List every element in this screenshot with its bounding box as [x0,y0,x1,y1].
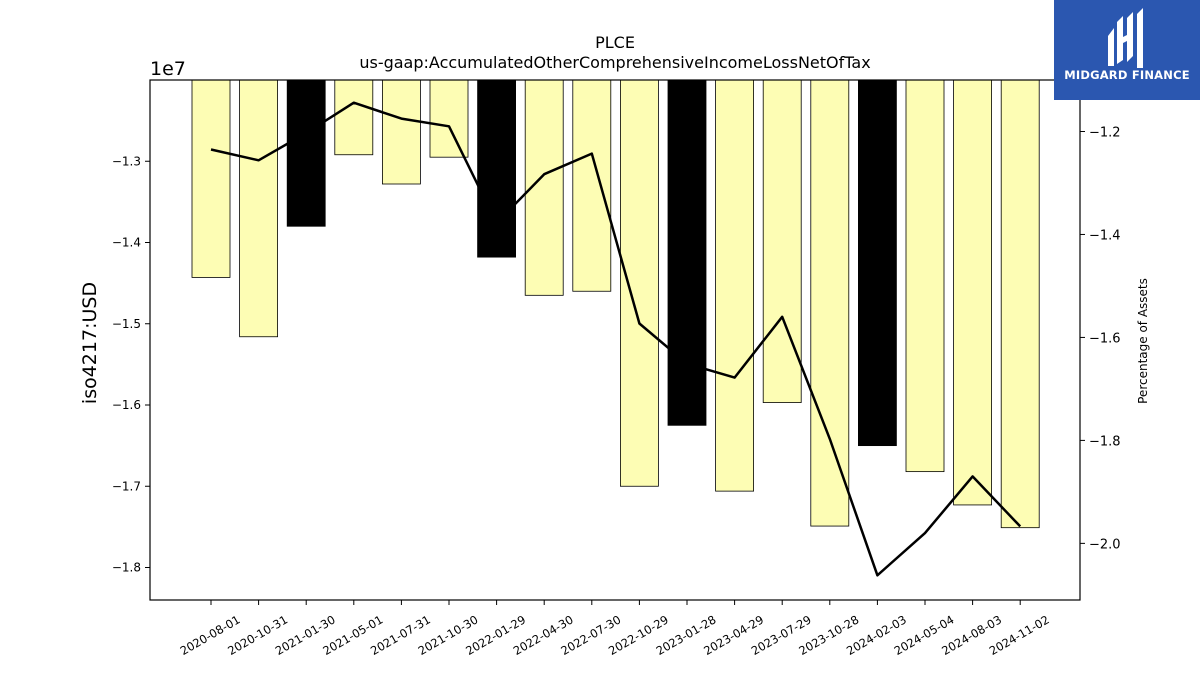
bar-2024-11-02 [1000,79,1040,529]
percentage-line [210,101,1022,577]
logo: MIDGARD FINANCE [1054,0,1200,100]
y-tick-label: −1.4 [112,236,141,250]
y2-axis-label: Percentage of Assets [1136,278,1150,404]
logo-mark-icon [1108,8,1143,68]
y2-tick-label: −2.0 [1089,537,1121,552]
bar-2022-01-29 [477,79,517,258]
percentage-line-path [210,101,1022,577]
y-tick-label: −1.8 [112,561,141,575]
bar-2022-10-29 [620,79,659,487]
bar-2023-10-28 [810,79,850,527]
y-tick-label: −1.6 [112,398,141,412]
y2-tick-label: −1.8 [1089,434,1121,449]
bar-2024-08-03 [953,79,992,506]
bar-2024-05-04 [905,79,945,473]
bar-2021-10-30 [429,79,469,158]
chart-subtitle: us-gaap:AccumulatedOtherComprehensiveInc… [359,53,870,72]
bars [191,79,1040,529]
y2-tick-label: −1.6 [1089,331,1121,346]
y-tick-label: −1.3 [112,154,141,168]
y-tick-label: −1.5 [112,317,141,331]
chart-title: PLCE [595,33,635,52]
bar-2022-07-30 [572,79,612,292]
plot-frame [149,79,1081,601]
y-offset-label: 1e7 [150,58,186,80]
y-tick-label: −1.7 [112,479,141,493]
bar-2020-10-31 [239,79,279,338]
logo-text: MIDGARD FINANCE [1064,68,1190,82]
bar-2021-05-01 [334,79,374,156]
bar-2021-01-30 [286,79,326,227]
bar-2023-04-29 [715,79,754,492]
y-axis-label: iso4217:USD [79,282,101,404]
bar-2024-02-03 [858,79,897,447]
y2-tick-label: −1.2 [1089,125,1121,140]
bar-2021-07-31 [381,79,421,185]
y-axis-ticks: −1.3 −1.4 −1.5 −1.6 −1.7 −1.8 [112,154,150,575]
bar-2023-01-28 [667,79,707,426]
x-axis-ticks: 2020-08-012020-10-312021-01-302021-05-01… [178,600,1052,658]
bar-2020-08-01 [191,79,231,278]
y2-axis-ticks: −1.2 −1.4 −1.6 −1.8 −2.0 [1080,125,1121,552]
y2-tick-label: −1.4 [1089,228,1121,243]
